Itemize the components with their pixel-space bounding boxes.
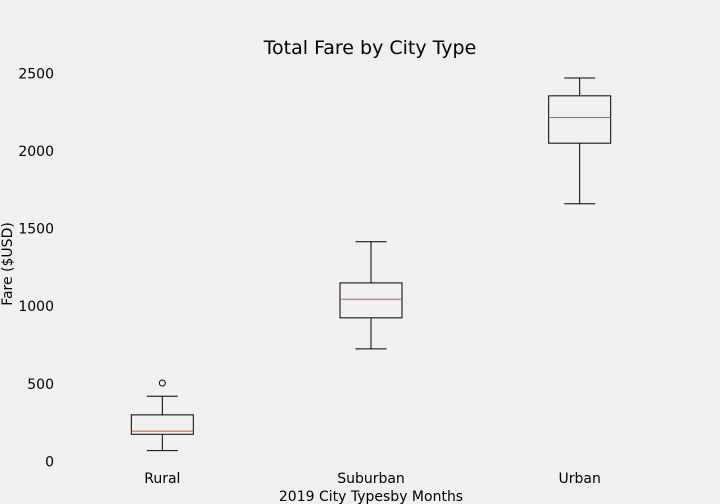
plot-area: 0 500 1000 1500 2000 2500 Rural Suburban Urban bbox=[18, 66, 612, 487]
x-tick-label: Urban bbox=[558, 471, 600, 487]
box-urban bbox=[548, 95, 612, 144]
y-tick-label: 1500 bbox=[18, 222, 54, 238]
y-tick-label: 1000 bbox=[18, 299, 54, 315]
outlier-point bbox=[158, 379, 166, 387]
y-tick-label: 2500 bbox=[18, 66, 54, 82]
x-tick-label: Rural bbox=[144, 471, 180, 487]
y-tick-label: 2000 bbox=[18, 144, 54, 160]
y-tick-label: 500 bbox=[27, 377, 54, 393]
box-rural bbox=[130, 414, 194, 435]
box-suburban bbox=[339, 282, 403, 319]
x-axis-label: 2019 City Typesby Months bbox=[279, 489, 463, 504]
y-tick-label: 0 bbox=[45, 454, 54, 470]
y-axis-label: Fare ($USD) bbox=[0, 222, 16, 306]
x-tick-label: Suburban bbox=[337, 471, 405, 487]
chart-title: Total Fare by City Type bbox=[263, 37, 477, 59]
